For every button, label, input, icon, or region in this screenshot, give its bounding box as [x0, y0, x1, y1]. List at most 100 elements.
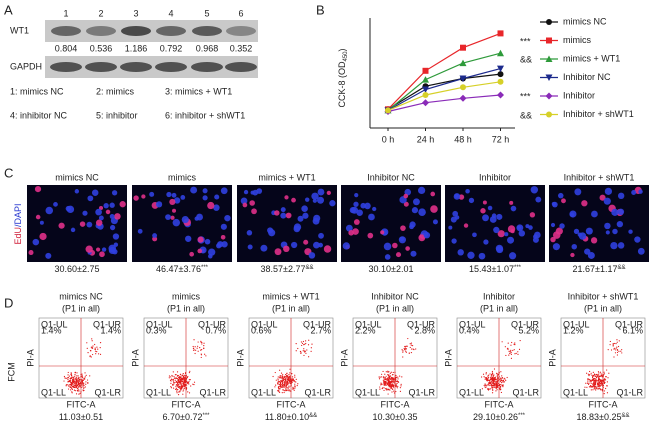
event — [379, 386, 381, 388]
event — [187, 375, 189, 378]
nucleus — [268, 229, 276, 237]
event — [291, 381, 293, 384]
nucleus — [452, 210, 459, 217]
caption-value: 46.47±3.76 — [156, 264, 201, 274]
event — [65, 384, 68, 386]
nucleus — [318, 242, 323, 248]
column-title: Inhibitor — [483, 291, 515, 301]
nucleus — [529, 212, 536, 218]
caption-significance: && — [305, 265, 313, 271]
event — [287, 383, 289, 385]
legend-label: mimics + WT1 — [563, 53, 620, 63]
event — [192, 345, 194, 348]
column-subtitle: (P1 in all) — [62, 303, 100, 313]
nucleus — [243, 189, 249, 195]
nucleus — [468, 197, 475, 204]
nucleus — [372, 206, 377, 212]
event — [86, 379, 89, 381]
nucleus — [561, 198, 566, 204]
event — [592, 383, 594, 385]
column-title: Inhibitor — [479, 172, 511, 182]
event — [172, 378, 174, 380]
nucleus — [318, 232, 324, 239]
quadrant-label: Q1-LR — [199, 387, 226, 397]
event — [404, 348, 406, 351]
event — [493, 385, 495, 387]
nucleus — [79, 221, 86, 227]
event — [403, 347, 405, 350]
event — [389, 372, 391, 374]
event — [177, 394, 180, 396]
event — [183, 382, 185, 384]
event — [613, 356, 615, 358]
event — [190, 385, 192, 387]
event — [488, 381, 490, 383]
event — [596, 373, 598, 376]
event — [85, 374, 87, 376]
event — [193, 349, 195, 351]
nucleus — [616, 220, 624, 228]
nucleus — [411, 207, 419, 214]
event — [175, 387, 178, 389]
event — [412, 348, 414, 350]
event — [488, 388, 490, 390]
event — [588, 379, 591, 381]
nucleus — [450, 216, 457, 223]
event — [518, 348, 521, 350]
event — [405, 345, 407, 347]
event — [600, 384, 602, 386]
nucleus — [70, 227, 76, 233]
event — [186, 377, 188, 379]
event — [86, 347, 88, 349]
nucleus — [353, 219, 360, 225]
event — [74, 381, 76, 383]
nucleus — [101, 247, 107, 252]
nucleus — [35, 214, 41, 220]
event — [188, 381, 190, 383]
event — [292, 388, 295, 390]
event — [288, 375, 291, 378]
quadrant-label: Q1-UL — [146, 319, 173, 329]
event — [385, 381, 387, 383]
event — [278, 390, 280, 393]
event — [383, 376, 385, 378]
event — [182, 393, 184, 395]
nucleus — [348, 230, 354, 236]
nucleus — [297, 215, 304, 222]
event — [81, 375, 83, 377]
event — [586, 382, 589, 384]
nucleus — [308, 252, 316, 259]
event — [175, 386, 177, 388]
nucleus — [535, 196, 542, 203]
event — [278, 383, 280, 385]
nucleus — [109, 214, 115, 219]
event — [297, 347, 299, 350]
event — [483, 384, 485, 387]
quadrant-percent: 1.4% — [100, 325, 121, 335]
event — [183, 381, 185, 383]
nucleus — [451, 238, 457, 244]
event — [495, 383, 498, 386]
event — [307, 344, 310, 346]
event — [71, 387, 73, 389]
event — [286, 377, 288, 379]
caption-value: 10.30±0.35 — [373, 412, 418, 422]
event — [180, 377, 183, 379]
event — [286, 372, 288, 374]
event — [92, 345, 94, 347]
event — [279, 382, 282, 385]
event — [595, 389, 597, 391]
event — [301, 344, 303, 347]
event — [504, 378, 506, 380]
event — [381, 376, 383, 378]
event — [510, 353, 512, 355]
event — [306, 349, 308, 351]
event — [599, 379, 601, 381]
nucleus — [430, 205, 438, 213]
marker — [497, 30, 504, 37]
event — [74, 386, 76, 389]
nucleus — [482, 214, 489, 222]
event — [390, 384, 392, 386]
nucleus — [251, 208, 257, 215]
event — [172, 371, 174, 373]
